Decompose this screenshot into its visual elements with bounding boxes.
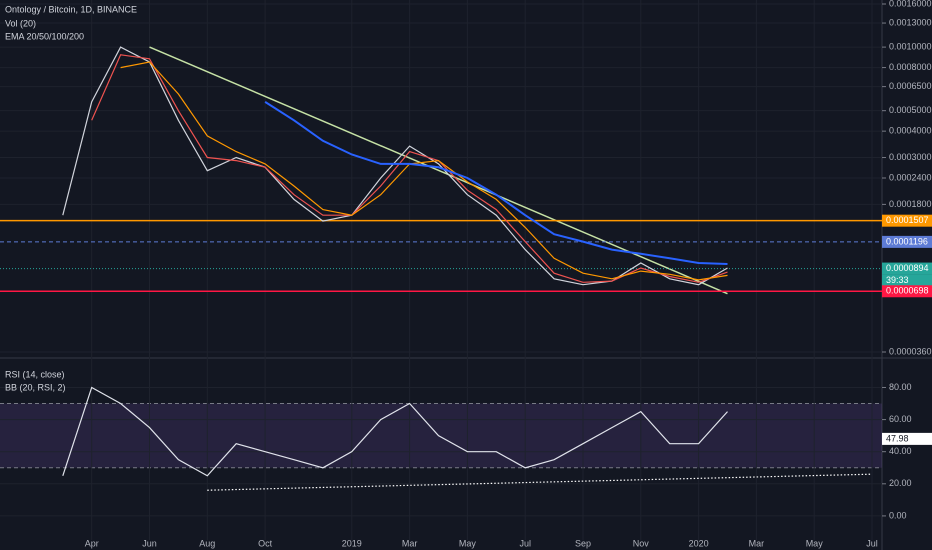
x-tick-label: Aug	[199, 538, 215, 548]
countdown-box	[882, 274, 932, 287]
y-tick-label: 0.0006500	[889, 81, 932, 91]
x-tick-label: Jun	[142, 538, 157, 548]
x-tick-label: 2019	[342, 538, 362, 548]
y-tick-label: 0.0001800	[889, 199, 932, 209]
countdown: 39:33	[886, 275, 909, 285]
y-tick-label: 0.0005000	[889, 105, 932, 115]
y-tick-label: 0.0002400	[889, 172, 932, 182]
series-line	[120, 61, 728, 281]
indicator-label: EMA 20/50/100/200	[5, 31, 84, 41]
series-line	[62, 386, 728, 477]
y-tick-label: 0.00	[889, 510, 907, 520]
indicator-label: RSI (14, close)	[5, 369, 65, 379]
x-tick-label: May	[806, 538, 824, 548]
price-level-box	[882, 285, 932, 298]
price-level-label: 0.0001196	[886, 236, 928, 246]
series-line	[264, 101, 728, 265]
last-value-label: 47.98	[886, 433, 909, 443]
x-tick-label: Jul	[866, 538, 878, 548]
price-level-box	[882, 235, 932, 248]
x-tick-label: Mar	[749, 538, 765, 548]
y-tick-label: 0.0003000	[889, 152, 932, 162]
price-level-label: 0.0001507	[886, 215, 929, 225]
y-tick-label: 80.00	[889, 382, 912, 392]
y-tick-label: 40.00	[889, 446, 912, 456]
rsi-band	[0, 403, 882, 468]
last-value-box	[882, 432, 932, 445]
y-tick-label: 20.00	[889, 478, 912, 488]
x-tick-label: Sep	[575, 538, 591, 548]
indicator-label: BB (20, RSI, 2)	[5, 382, 66, 392]
x-tick-label: Apr	[85, 538, 99, 548]
y-tick-label: 60.00	[889, 414, 912, 424]
trendline	[207, 473, 873, 491]
x-tick-label: May	[459, 538, 477, 548]
chart-title: Ontology / Bitcoin, 1D, BINANCE	[5, 4, 137, 14]
x-tick-label: Jul	[519, 538, 531, 548]
y-tick-label: 0.0008000	[889, 62, 932, 72]
x-tick-label: Nov	[633, 538, 650, 548]
y-tick-label: 0.0000360	[889, 346, 932, 356]
y-tick-label: 0.0010000	[889, 41, 932, 51]
x-tick-label: Oct	[258, 538, 273, 548]
y-tick-label: 0.0004000	[889, 126, 932, 136]
y-tick-label: 0.0013000	[889, 17, 932, 27]
y-tick-label: 0.0016000	[889, 0, 932, 8]
price-level-box	[882, 262, 932, 275]
indicator-label: Vol (20)	[5, 18, 36, 28]
price-level-label: 0.0000698	[886, 286, 929, 296]
price-level-label: 0.0000894	[886, 263, 929, 273]
x-tick-label: 2020	[689, 538, 709, 548]
price-level-box	[882, 214, 932, 227]
x-tick-label: Mar	[402, 538, 418, 548]
